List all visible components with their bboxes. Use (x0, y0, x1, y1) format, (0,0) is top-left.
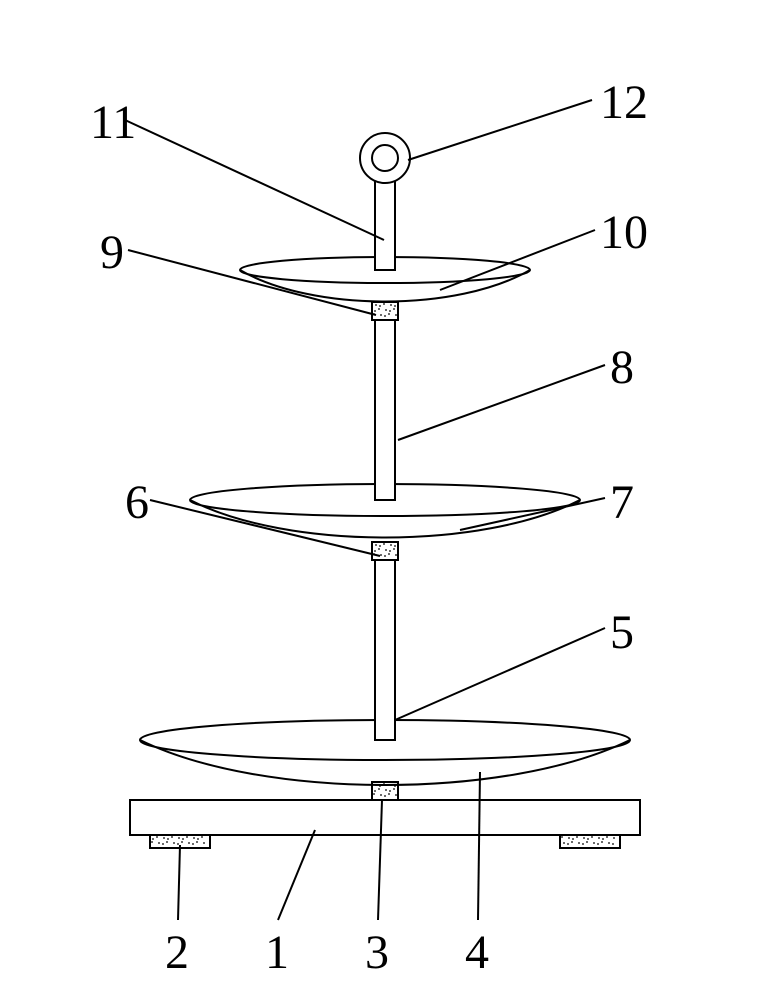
label-2: 2 (165, 925, 189, 980)
label-6: 6 (125, 475, 149, 530)
label-3: 3 (365, 925, 389, 980)
tiered-stand-diagram (0, 0, 766, 1000)
label-10: 10 (600, 205, 648, 260)
label-9: 9 (100, 225, 124, 280)
label-4: 4 (465, 925, 489, 980)
label-7: 7 (610, 475, 634, 530)
label-8: 8 (610, 340, 634, 395)
label-12: 12 (600, 75, 648, 130)
label-11: 11 (90, 95, 136, 150)
label-1: 1 (265, 925, 289, 980)
label-5: 5 (610, 605, 634, 660)
